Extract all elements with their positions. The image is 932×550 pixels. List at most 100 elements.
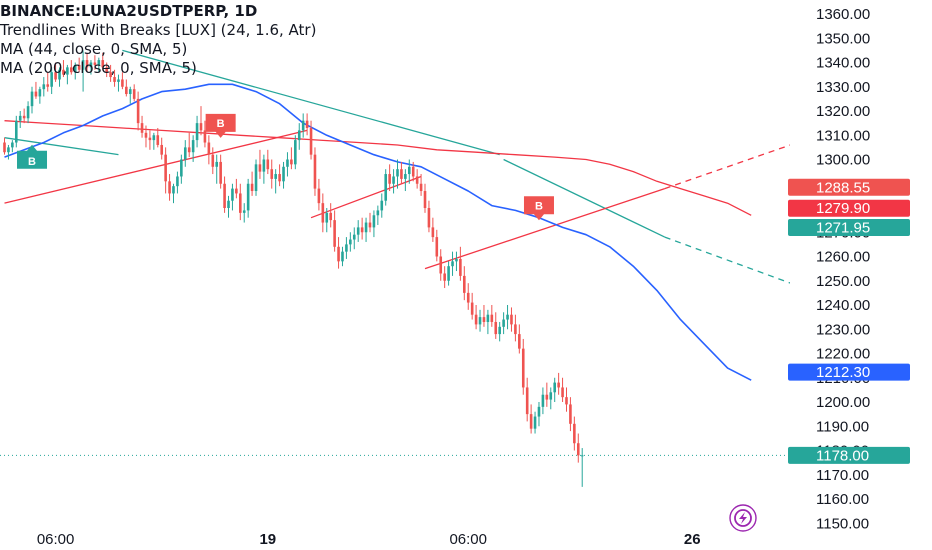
- candle: [140, 115, 144, 138]
- candle: [466, 283, 470, 310]
- legend-indicator-ma200[interactable]: MA (200, close, 0, SMA, 5): [0, 59, 197, 77]
- candle-body: [407, 166, 411, 175]
- candle-body: [246, 183, 250, 211]
- candle-body: [321, 203, 325, 223]
- candle: [125, 79, 128, 97]
- candle: [360, 217, 364, 240]
- legend-indicator-trendlines[interactable]: Trendlines With Breaks [LUX] (24, 1.6, A…: [0, 21, 317, 39]
- candle-body: [451, 261, 454, 267]
- candle-body: [349, 239, 352, 245]
- candle-body: [576, 443, 580, 456]
- signal-badge: [523, 196, 554, 221]
- trendline-upper-0: [4, 137, 119, 156]
- legend-indicator-ma44[interactable]: MA (44, close, 0, SMA, 5): [0, 40, 188, 58]
- candle-body: [341, 251, 344, 262]
- candle-body: [502, 319, 505, 327]
- candle: [297, 123, 301, 150]
- candle-body: [482, 317, 486, 322]
- candle: [14, 115, 18, 148]
- candle: [132, 84, 136, 102]
- candle-body: [388, 174, 391, 184]
- candle-body: [274, 174, 277, 179]
- candle: [211, 147, 215, 175]
- candle-body: [85, 60, 89, 68]
- chart-legend: BINANCE:LUNA2USDTPERP, 1D Trendlines Wit…: [0, 2, 316, 78]
- candle-body: [128, 89, 132, 95]
- candle-body: [356, 227, 360, 235]
- candle: [415, 169, 419, 189]
- candle: [290, 147, 293, 170]
- price-label-text: 1212.30: [816, 364, 870, 381]
- candle: [195, 115, 199, 148]
- candle-body: [443, 273, 446, 281]
- candle-body: [549, 392, 553, 400]
- candle-body: [172, 186, 175, 194]
- candle: [529, 404, 533, 434]
- candle-body: [152, 135, 156, 141]
- candle: [121, 72, 124, 90]
- candle: [470, 292, 474, 320]
- candle-body: [250, 183, 254, 192]
- signal-badge: [205, 113, 236, 138]
- candle: [506, 305, 509, 330]
- candle: [423, 183, 427, 213]
- candle: [329, 203, 332, 228]
- candle-body: [81, 60, 85, 70]
- candle-body: [384, 174, 388, 201]
- candle: [77, 57, 81, 73]
- lightning-icon[interactable]: [729, 504, 757, 532]
- candle: [7, 144, 10, 160]
- candle-body: [211, 154, 215, 167]
- y-tick-label: 1220.00: [816, 346, 870, 363]
- candle-body: [219, 161, 222, 184]
- candle-body: [459, 258, 462, 276]
- candle-body: [557, 382, 560, 388]
- break-signal-up: B: [17, 144, 48, 169]
- candle: [164, 147, 167, 194]
- candle-body: [486, 314, 490, 322]
- y-tick-label: 1200.00: [816, 394, 870, 411]
- trendline-lower-7: [664, 144, 790, 190]
- candle-body: [125, 86, 128, 95]
- candle-body: [537, 406, 541, 417]
- candle: [533, 411, 537, 434]
- candle-body: [227, 200, 230, 208]
- ma200-line: [4, 120, 752, 216]
- candle-body: [105, 67, 108, 73]
- candle: [203, 120, 207, 148]
- candle-body: [294, 140, 297, 165]
- trendline-lower-6: [424, 187, 665, 270]
- candle: [455, 251, 458, 272]
- candle: [160, 137, 163, 160]
- candle-body: [262, 159, 266, 172]
- candle: [62, 60, 65, 78]
- candle: [152, 132, 156, 150]
- price-label-bg: [788, 199, 910, 217]
- x-tick-label: 26: [684, 531, 701, 548]
- candle: [223, 176, 226, 213]
- candle: [352, 227, 356, 250]
- candle: [11, 140, 14, 153]
- candle-body: [132, 89, 136, 99]
- legend-symbol[interactable]: BINANCE:LUNA2USDTPERP, 1D: [0, 2, 258, 20]
- candle-body: [101, 60, 105, 68]
- candle-body: [183, 147, 187, 160]
- candle: [447, 261, 450, 286]
- candle-body: [3, 142, 6, 153]
- candle: [258, 149, 262, 179]
- candle-body: [533, 416, 537, 429]
- trendline-lower-4: [4, 129, 308, 204]
- candle: [451, 251, 454, 276]
- price-label-bg: [788, 219, 910, 237]
- candle-body: [368, 222, 372, 228]
- y-tick-label: 1330.00: [816, 79, 870, 96]
- candle: [407, 159, 411, 184]
- candle: [525, 377, 529, 422]
- candle-body: [26, 106, 30, 119]
- candle-body: [360, 227, 364, 233]
- candle-body: [392, 176, 395, 184]
- candle: [262, 154, 266, 184]
- candle: [70, 60, 73, 75]
